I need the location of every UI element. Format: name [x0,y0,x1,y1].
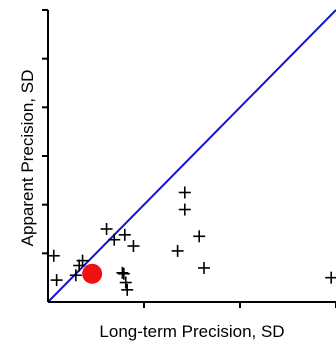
plus-marker [100,223,113,235]
plus-marker [118,228,131,241]
highlight-point [82,263,103,284]
plus-marker [171,244,184,257]
plus-marker [178,186,191,199]
plus-marker [50,274,63,287]
plus-marker [198,261,210,274]
y-axis-label: Apparent Precision, SD [18,70,37,247]
plus-marker [193,230,206,243]
plus-marker [325,271,336,284]
plus-marker [121,283,134,296]
plus-marker [178,203,191,216]
plus-marker [108,233,121,246]
identity-line [47,9,336,303]
x-axis-label: Long-term Precision, SD [99,322,284,341]
plus-marker [117,267,130,280]
data-points [47,186,336,296]
plus-marker [76,254,89,267]
plus-marker [69,269,82,282]
plus-marker [116,266,129,279]
plus-marker [119,276,132,289]
plus-marker [127,240,140,253]
plus-marker [47,249,60,262]
